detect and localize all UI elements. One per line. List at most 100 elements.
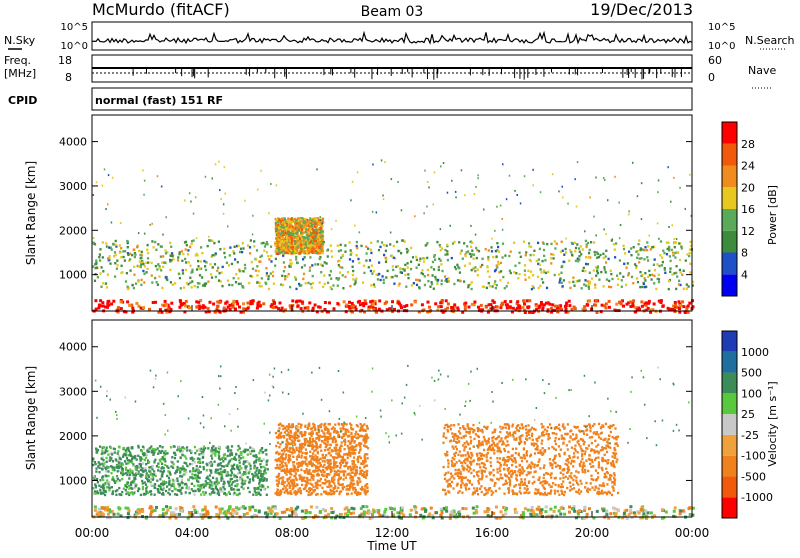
- scatter-cell: [183, 447, 185, 449]
- scatter-cell: [495, 287, 497, 289]
- scatter-cell: [290, 242, 292, 244]
- scatter-cell: [102, 446, 104, 448]
- scatter-cell: [687, 305, 690, 308]
- scatter-cell: [219, 458, 221, 460]
- scatter-cell: [356, 472, 358, 474]
- station-title: McMurdo (fitACF): [92, 0, 230, 19]
- scatter-cell: [311, 287, 313, 289]
- scatter-cell: [550, 253, 552, 255]
- scatter-cell: [447, 259, 449, 261]
- scatter-cell: [594, 284, 596, 286]
- scatter-cell: [240, 248, 242, 250]
- scatter-cell: [400, 306, 403, 309]
- scatter-cell: [525, 254, 527, 256]
- scatter-cell: [270, 255, 272, 257]
- scatter-cell: [612, 238, 614, 240]
- scatter-cell: [538, 258, 540, 260]
- scatter-cell: [543, 303, 546, 306]
- scatter-cell: [295, 232, 297, 234]
- scatter-cell: [666, 241, 668, 243]
- scatter-cell: [283, 270, 285, 272]
- scatter-cell: [433, 268, 435, 270]
- scatter-cell: [357, 461, 359, 463]
- scatter-cell: [256, 307, 259, 310]
- scatter-cell: [227, 280, 229, 282]
- scatter-cell: [193, 493, 195, 495]
- scatter-cell: [336, 490, 338, 492]
- scatter-cell: [383, 244, 385, 246]
- scatter-cell: [144, 459, 146, 461]
- scatter-cell: [165, 276, 167, 278]
- scatter-cell: [322, 482, 324, 484]
- scatter-cell: [164, 300, 167, 303]
- scatter-cell: [219, 272, 221, 274]
- scatter-cell: [197, 481, 199, 483]
- scatter-cell: [603, 228, 605, 230]
- scatter-cell: [245, 473, 247, 475]
- scatter-cell: [418, 264, 420, 266]
- scatter-cell: [280, 477, 282, 479]
- scatter-cell: [306, 490, 308, 492]
- scatter-cell: [654, 269, 656, 271]
- scatter-cell: [563, 261, 565, 263]
- scatter-cell: [318, 438, 320, 440]
- scatter-cell: [150, 471, 152, 473]
- scatter-cell: [209, 301, 212, 304]
- scatter-cell: [161, 261, 163, 263]
- scatter-cell: [277, 307, 280, 310]
- colorbar-tick: 20: [741, 181, 755, 194]
- scatter-cell: [157, 469, 159, 471]
- scatter-cell: [224, 256, 226, 258]
- scatter-cell: [149, 224, 151, 226]
- scatter-cell: [344, 443, 346, 445]
- scatter-cell: [669, 255, 671, 257]
- scatter-cell: [517, 194, 519, 196]
- scatter-cell: [533, 250, 535, 252]
- scatter-cell: [251, 473, 253, 475]
- noise-panel: N.Sky 10^5 10^0 10^5 10^0 N.Search: [4, 22, 795, 52]
- scatter-cell: [385, 261, 387, 263]
- scatter-cell: [174, 282, 176, 284]
- scatter-cell: [330, 286, 332, 288]
- scatter-cell: [131, 447, 133, 449]
- scatter-cell: [184, 200, 186, 202]
- colorbar-tick: 4: [741, 268, 748, 281]
- cpid-label: CPID: [8, 94, 37, 107]
- scatter-cell: [668, 226, 670, 228]
- scatter-cell: [324, 479, 326, 481]
- scatter-cell: [413, 282, 415, 284]
- scatter-cell: [203, 486, 205, 488]
- scatter-cell: [312, 445, 314, 447]
- scatter-cell: [202, 453, 204, 455]
- scatter-cell: [500, 304, 503, 307]
- scatter-cell: [223, 203, 225, 205]
- scatter-cell: [127, 481, 129, 483]
- scatter-cell: [258, 482, 260, 484]
- scatter-cell: [563, 254, 565, 256]
- scatter-cell: [300, 424, 302, 426]
- scatter-cell: [161, 186, 163, 188]
- scatter-cell: [565, 248, 567, 250]
- scatter-cell: [673, 177, 675, 179]
- scatter-cell: [155, 265, 157, 267]
- scatter-cell: [362, 304, 365, 307]
- scatter-cell: [242, 480, 244, 482]
- scatter-cell: [147, 252, 149, 254]
- scatter-cell: [258, 301, 261, 304]
- scatter-cell: [650, 248, 652, 250]
- scatter-cell: [258, 493, 260, 495]
- scatter-cell: [632, 299, 635, 302]
- scatter-cell: [339, 466, 341, 468]
- scatter-cell: [284, 232, 286, 234]
- scatter-cell: [170, 246, 172, 248]
- scatter-cell: [559, 281, 561, 283]
- scatter-cell: [644, 272, 646, 274]
- scatter-cell: [281, 251, 283, 253]
- scatter-cell: [144, 481, 146, 483]
- scatter-cell: [237, 445, 239, 447]
- scatter-cell: [220, 476, 222, 478]
- scatter-cell: [574, 250, 576, 252]
- scatter-cell: [364, 435, 366, 437]
- scatter-cell: [474, 266, 476, 268]
- scatter-cell: [299, 432, 301, 434]
